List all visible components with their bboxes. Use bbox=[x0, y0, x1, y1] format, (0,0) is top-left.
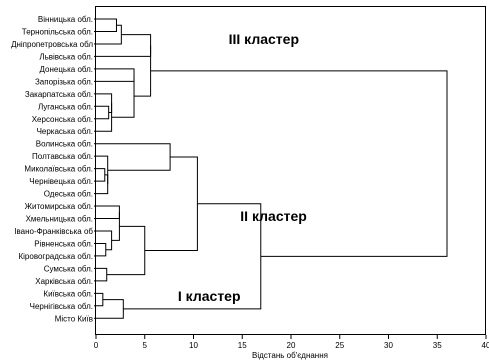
dendrogram-link bbox=[96, 155, 109, 185]
leaf-label: Житомирська обл. bbox=[25, 202, 93, 211]
x-tick-label: 15 bbox=[238, 341, 247, 350]
cluster-label: I кластер bbox=[178, 288, 241, 304]
dendrogram-link bbox=[106, 225, 146, 276]
leaf-label: Запорізька обл. bbox=[35, 77, 93, 86]
dendrogram-link bbox=[96, 267, 108, 282]
dendrogram-link bbox=[96, 105, 110, 120]
leaf-label: Одеська обл. bbox=[44, 190, 93, 199]
leaf-label: Львівська обл. bbox=[39, 52, 93, 61]
x-tick-label: 0 bbox=[94, 341, 99, 350]
dendrogram-link bbox=[96, 292, 104, 307]
dendrogram-links bbox=[96, 18, 448, 319]
leaf-label: Луганська обл. bbox=[38, 102, 93, 111]
dendrogram-link bbox=[144, 156, 198, 251]
leaf-label: Дніпропетровська обл bbox=[11, 40, 93, 49]
dendrogram-link bbox=[96, 299, 124, 319]
dendrogram-link bbox=[96, 103, 113, 132]
leaf-label: Чернівецька обл. bbox=[29, 177, 93, 186]
dendrogram-link bbox=[96, 168, 106, 182]
leaf-label: Закарпатська обл. bbox=[25, 90, 93, 99]
leaf-label: Вінницька обл. bbox=[38, 15, 93, 24]
dendrogram-link bbox=[111, 75, 135, 118]
leaf-label: Черкаська обл. bbox=[37, 127, 93, 136]
leaf-label: Хмельницька обл. bbox=[26, 215, 93, 224]
dendrogram-link bbox=[111, 212, 120, 241]
dendrogram-link bbox=[96, 143, 171, 171]
leaf-label: Миколаївська обл. bbox=[24, 165, 93, 174]
dendrogram-link bbox=[134, 45, 152, 97]
leaf-label: Рівненська обл. bbox=[34, 239, 93, 248]
leaf-label: Тернопільська обл. bbox=[22, 27, 93, 36]
leaf-labels: Вінницька обл. Тернопільська обл. Дніпропе… bbox=[11, 15, 96, 323]
leaf-label: Чернігівська обл. bbox=[30, 302, 93, 311]
cluster-label: II кластер bbox=[240, 208, 307, 224]
x-axis-title: Відстань об'єднання bbox=[252, 351, 328, 360]
leaf-label: Волинська обл. bbox=[36, 140, 93, 149]
cluster-label: III кластер bbox=[229, 31, 299, 47]
x-tick-label: 25 bbox=[335, 341, 344, 350]
dendrogram-link bbox=[96, 68, 135, 82]
x-tick-label: 35 bbox=[433, 341, 442, 350]
leaf-label: Місто Київ bbox=[55, 314, 93, 323]
dendrogram-link bbox=[96, 230, 113, 251]
x-tick-label: 10 bbox=[189, 341, 198, 350]
dendrogram-link bbox=[96, 34, 152, 57]
x-tick-label: 40 bbox=[482, 341, 489, 350]
leaf-label: Кіровоградська обл. bbox=[18, 252, 93, 261]
plot-frame bbox=[95, 6, 486, 335]
leaf-label: Київська обл. bbox=[43, 289, 93, 298]
leaf-label: Донецька обл. bbox=[40, 65, 93, 74]
leaf-label: Херсонська обл. bbox=[32, 115, 93, 124]
dendrogram-link bbox=[96, 93, 113, 114]
leaf-label: Полтавська обл. bbox=[32, 152, 93, 161]
leaf-label: Харківська обл. bbox=[35, 277, 93, 286]
dendrogram-link bbox=[150, 70, 448, 257]
leaf-label: Івано-Франківська об bbox=[14, 227, 93, 236]
x-axis-ticks: 0 5 10 15 20 25 30 35 40 bbox=[94, 335, 489, 350]
cluster-annotations: III кластер II кластер I кластер bbox=[178, 31, 307, 304]
x-tick-label: 5 bbox=[143, 341, 148, 350]
dendrogram-link bbox=[96, 205, 120, 220]
x-tick-label: 30 bbox=[384, 341, 393, 350]
x-tick-label: 20 bbox=[287, 341, 296, 350]
leaf-label: Сумська обл. bbox=[44, 264, 93, 273]
dendrogram-link bbox=[96, 174, 109, 195]
dendrogram-link bbox=[96, 24, 122, 45]
dendrogram-link bbox=[96, 242, 107, 257]
dendrogram-link bbox=[96, 18, 117, 32]
